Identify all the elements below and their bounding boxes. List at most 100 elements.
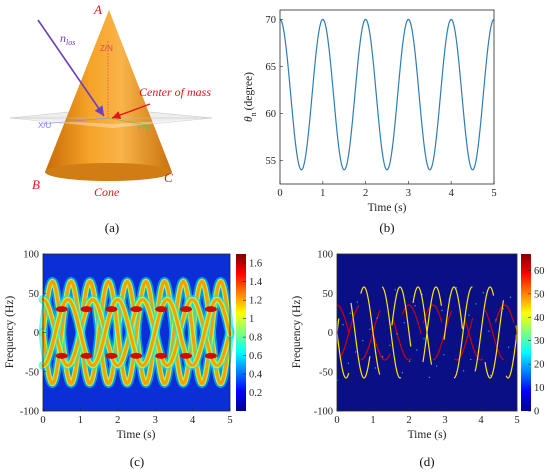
- d-ridge-curve: [370, 326, 391, 361]
- b-x-tick-label: 3: [406, 188, 411, 199]
- panel-d-spectrogram: 0 1 2 3 4 5 -100 -50 0 50 100 0 10 20 30 40 50 60 Time (…: [291, 250, 545, 470]
- panel-a-cone-diagram: Z/N X/U Y/V nlos Center of mass A B C Co…: [9, 2, 213, 235]
- c-x-tick-label: 4: [190, 415, 196, 426]
- d-ridge-curve: [381, 286, 402, 379]
- y-axis-line: [107, 117, 153, 127]
- d-colorbar-tick-label: 0: [534, 407, 539, 418]
- b-x-tick-label: 4: [449, 188, 455, 199]
- d-speckle: [401, 372, 403, 374]
- d-speckle: [376, 317, 378, 319]
- y-axis-label: Y/V: [137, 124, 151, 133]
- d-y-tick-label: 0: [328, 328, 333, 339]
- c-colorbar-tick-label: 0.4: [249, 370, 263, 381]
- c-x-tick-label: 5: [227, 415, 232, 426]
- b-y-tick-label: 60: [266, 109, 277, 120]
- d-x-tick-label: 4: [478, 415, 484, 426]
- d-ridge-curve: [340, 305, 360, 358]
- c-hot-spot: [105, 352, 118, 359]
- los-arrow: [37, 19, 105, 117]
- d-speckle: [441, 309, 443, 312]
- y-axis-title-c: Frequency (Hz): [4, 296, 16, 369]
- d-ridge-curve: [433, 310, 453, 361]
- b-y-tick-label: 70: [266, 15, 277, 26]
- d-ridge-curve: [474, 286, 495, 372]
- x-axis-line: [41, 117, 109, 125]
- c-hot-spot: [80, 352, 93, 359]
- los-label: nlos: [60, 31, 75, 47]
- d-y-tick-label: 100: [317, 250, 333, 261]
- d-speckle: [355, 351, 357, 353]
- b-x-tick-label: 5: [491, 188, 496, 199]
- b-y-tick-label: 65: [266, 62, 277, 73]
- d-speckle: [470, 358, 472, 361]
- x-axis-title-b: Time (s): [368, 202, 407, 214]
- panel-c-spectrogram: 0 1 2 3 4 5 -100 -50 0 50 100 0.2 0.4 0.6 0.8 1 1.2 1.4 1…: [4, 250, 263, 470]
- d-speckle: [421, 293, 423, 296]
- caption-c: (c): [130, 454, 144, 469]
- c-hot-spot: [155, 306, 168, 313]
- d-ridge-curve: [391, 286, 412, 347]
- d-speckle: [374, 367, 376, 369]
- d-speckle: [515, 335, 517, 337]
- c-colorbar-tick-label: 1.2: [249, 296, 262, 307]
- c-y-tick-label: 0: [34, 328, 39, 339]
- d-x-tick-label: 0: [334, 415, 339, 426]
- c-colorbar-tick-label: 0.8: [249, 333, 262, 344]
- y-axis-title-d: Frequency (Hz): [291, 296, 303, 369]
- d-speckle: [347, 362, 349, 364]
- d-ridge-curve: [484, 310, 505, 361]
- d-speckle: [337, 379, 339, 381]
- plane-front: [10, 118, 212, 128]
- d-speckle: [488, 330, 490, 332]
- c-hot-spot: [130, 306, 143, 313]
- b-x-tick-label: 2: [363, 188, 368, 199]
- c-hot-spot: [155, 352, 168, 359]
- d-ridge-curve: [422, 286, 442, 363]
- d-speckle: [394, 289, 396, 291]
- d-speckle: [428, 376, 430, 378]
- d-speckle: [502, 308, 504, 310]
- d-speckle: [455, 287, 457, 289]
- vertex-b-label: B: [32, 177, 40, 192]
- d-ridge-curve: [454, 317, 474, 361]
- d-speckle: [414, 305, 416, 307]
- c-y-tick-label: -100: [20, 407, 39, 418]
- z-axis-label: Z/N: [100, 44, 113, 53]
- d-speckle: [475, 303, 477, 305]
- d-speckle: [382, 356, 384, 358]
- c-colorbar-tick-label: 1: [249, 314, 254, 325]
- b-x-tick-label: 0: [277, 188, 282, 199]
- d-speckle: [389, 344, 391, 346]
- d-x-tick-label: 5: [514, 415, 519, 426]
- d-colorbar-tick-label: 40: [534, 313, 545, 324]
- cone-body: [45, 10, 172, 181]
- com-arrow: [111, 103, 151, 120]
- d-ridge-curve: [422, 304, 443, 324]
- b-x-tick-label: 1: [320, 188, 325, 199]
- d-colorbar-tick-label: 20: [534, 360, 545, 371]
- d-speckle: [509, 296, 511, 298]
- d-speckle: [461, 325, 463, 328]
- c-y-tick-label: 100: [23, 250, 39, 261]
- caption-d: (d): [419, 454, 434, 469]
- d-speckle: [362, 340, 364, 342]
- d-speckle: [409, 360, 411, 362]
- d-colorbar-tick-label: 30: [534, 336, 545, 347]
- d-ridge-curve: [453, 286, 473, 379]
- d-speckle: [482, 291, 484, 294]
- x-axis-title-c: Time (s): [117, 429, 156, 441]
- d-speckle: [448, 298, 450, 300]
- d-speckle: [369, 328, 371, 330]
- b-y-tick-label: 55: [266, 156, 277, 167]
- cone-label: Cone: [94, 185, 120, 199]
- d-ridge-curve: [336, 332, 350, 379]
- theta-series-line: [279, 18, 495, 171]
- caption-a: (a): [105, 220, 119, 235]
- d-y-tick-label: 50: [323, 289, 334, 300]
- c-x-tick-label: 3: [153, 415, 158, 426]
- c-colorbar-tick-label: 0.2: [249, 388, 262, 399]
- c-colorbar-tick-label: 1.4: [249, 277, 263, 288]
- vertex-c-label: C: [164, 170, 173, 185]
- c-colorbar-tick-label: 1.6: [249, 259, 262, 270]
